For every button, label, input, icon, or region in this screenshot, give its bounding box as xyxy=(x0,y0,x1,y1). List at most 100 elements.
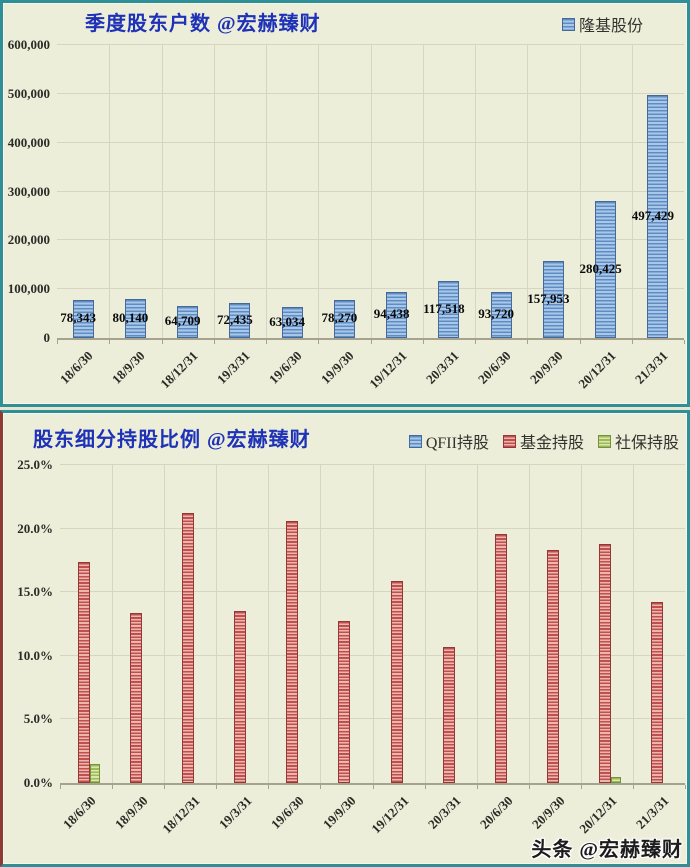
data-label: 93,720 xyxy=(478,306,514,321)
gridline-vertical xyxy=(109,45,110,338)
axis-tick xyxy=(318,340,319,344)
bar xyxy=(442,647,455,783)
data-label: 280,425 xyxy=(579,260,622,276)
bar xyxy=(494,534,507,783)
axis-tick xyxy=(529,785,530,789)
axis-tick xyxy=(109,340,110,344)
gridline-vertical xyxy=(266,45,267,338)
axis-tick xyxy=(373,785,374,789)
y-tick-label: 0.0% xyxy=(23,775,53,790)
gridline-vertical xyxy=(373,465,374,783)
bar xyxy=(177,306,199,338)
x-tick-label: 20/9/30 xyxy=(527,348,566,387)
axis-tick xyxy=(423,340,424,344)
bar xyxy=(598,544,611,783)
y-tick-label: 600,000 xyxy=(7,37,50,52)
gridline-vertical xyxy=(632,45,633,338)
y-tick-label: 20.0% xyxy=(17,520,53,536)
x-tick-label: 19/6/30 xyxy=(268,793,307,832)
legend-item-fund: 基金持股 xyxy=(502,429,584,453)
bar xyxy=(333,300,355,338)
gridline-vertical xyxy=(475,45,476,338)
axis-tick xyxy=(685,785,686,789)
axis-tick xyxy=(60,785,61,789)
data-label: 63,034 xyxy=(269,313,305,329)
x-tick-label: 18/12/31 xyxy=(156,348,201,392)
data-label: 72,435 xyxy=(217,311,253,327)
gridline-vertical xyxy=(580,45,581,338)
x-tick-label: 18/6/30 xyxy=(57,348,96,387)
panel-holding-ratio: 股东细分持股比例 @宏赫臻财 QFII持股 基金持股 社保持股 头条 @宏赫臻财… xyxy=(0,410,690,867)
x-tick-label: 21/3/31 xyxy=(631,348,671,387)
axis-tick xyxy=(266,340,267,344)
chart1-legend: 隆基股份 xyxy=(561,12,643,36)
y-tick-label: 0 xyxy=(43,330,51,345)
data-label: 78,270 xyxy=(321,310,358,325)
axis-tick xyxy=(633,785,634,789)
legend-item-qfii: QFII持股 xyxy=(408,429,489,453)
y-tick-label: 400,000 xyxy=(7,134,50,150)
gridline-vertical xyxy=(477,465,478,783)
legend-swatch-blue-icon xyxy=(408,434,422,448)
legend-label: 隆基股份 xyxy=(578,18,643,35)
data-label: 157,953 xyxy=(527,290,570,306)
x-tick-label: 18/12/31 xyxy=(159,793,203,837)
axis-tick xyxy=(475,340,476,344)
gridline-horizontal xyxy=(57,141,684,143)
data-label: 94,438 xyxy=(373,306,410,321)
legend-swatch-blue-icon xyxy=(561,17,575,31)
chart2-legend: QFII持股 基金持股 社保持股 xyxy=(408,429,679,453)
x-tick-label: 20/6/30 xyxy=(475,348,514,387)
bar xyxy=(281,307,303,338)
axis-tick xyxy=(112,785,113,789)
y-tick-label: 25.0% xyxy=(17,457,53,472)
gridline-vertical xyxy=(112,465,113,783)
bar xyxy=(546,550,559,783)
data-label: 64,709 xyxy=(164,313,201,328)
y-tick-label: 200,000 xyxy=(7,232,50,248)
gridline-horizontal xyxy=(60,654,685,656)
bar xyxy=(72,300,94,338)
gridline-vertical xyxy=(268,465,269,783)
gridline-horizontal xyxy=(57,44,684,45)
bar xyxy=(390,581,403,783)
bar xyxy=(595,201,617,338)
legend-swatch-red-icon xyxy=(502,434,516,448)
data-label: 80,140 xyxy=(112,309,149,325)
gridline-vertical xyxy=(216,465,217,783)
axis-tick xyxy=(580,340,581,344)
gridline-vertical xyxy=(425,465,426,783)
gridline-horizontal xyxy=(60,527,685,529)
chart2-title: 股东细分持股比例 @宏赫臻财 xyxy=(33,429,311,451)
x-tick-label: 18/6/30 xyxy=(59,793,99,832)
bar xyxy=(647,95,669,338)
chart2-plot-area xyxy=(60,464,685,785)
x-tick-label: 19/12/31 xyxy=(367,793,412,837)
bar xyxy=(490,292,512,338)
gridline-horizontal xyxy=(57,239,684,241)
bar xyxy=(182,513,195,783)
y-tick-label: 15.0% xyxy=(17,584,53,600)
x-tick-label: 20/12/31 xyxy=(574,348,619,392)
axis-tick xyxy=(371,340,372,344)
axis-tick xyxy=(57,340,58,344)
bar xyxy=(286,521,299,783)
axis-tick xyxy=(632,340,633,344)
x-tick-label: 19/9/30 xyxy=(320,793,360,832)
bar xyxy=(130,613,143,783)
gridline-vertical xyxy=(214,45,215,338)
panel-quarterly-shareholders: 季度股东户数 @宏赫臻财 隆基股份 78,343 80,140 64,709 72,4… xyxy=(0,0,690,407)
bar xyxy=(542,261,564,338)
y-tick-label: 500,000 xyxy=(7,85,50,101)
axis-tick xyxy=(477,785,478,789)
y-tick-label: 5.0% xyxy=(23,711,53,727)
axis-tick xyxy=(216,785,217,789)
data-label: 78,343 xyxy=(60,310,96,325)
gridline-vertical xyxy=(318,45,319,338)
x-tick-label: 19/3/31 xyxy=(216,793,255,832)
bar xyxy=(338,621,351,783)
legend-item-social-security: 社保持股 xyxy=(597,429,679,453)
axis-tick xyxy=(320,785,321,789)
bar xyxy=(386,292,408,338)
axis-tick xyxy=(527,340,528,344)
